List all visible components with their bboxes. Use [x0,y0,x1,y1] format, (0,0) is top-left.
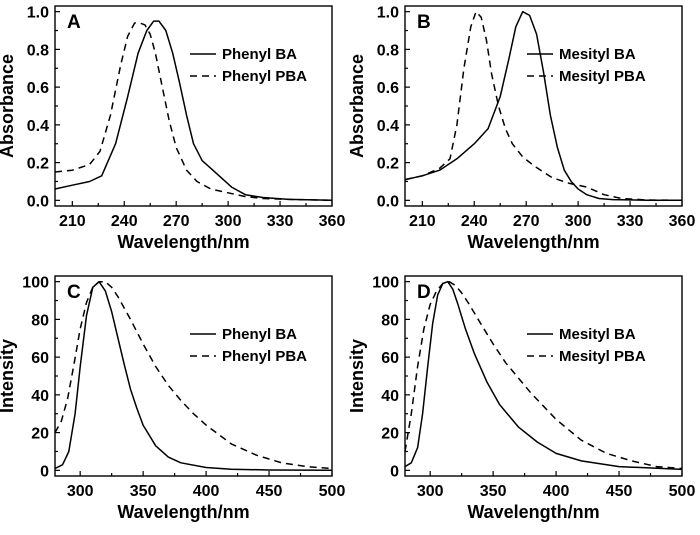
x-tick-label: 450 [606,483,633,500]
legend-label: Mesityl BA [559,46,636,63]
y-tick-label: 0.6 [377,80,399,97]
y-tick-label: 0.0 [377,193,399,210]
series-line-dashed [54,280,333,470]
y-tick-label: 0 [40,463,49,480]
panel-letter: C [67,282,81,303]
y-tick-label: 0.4 [27,118,49,135]
x-tick-label: 400 [543,483,570,500]
x-tick-label: 500 [669,483,696,500]
panel-letter: B [417,12,431,33]
x-tick-label: 270 [513,213,540,230]
y-tick-label: 1.0 [27,5,49,22]
y-tick-label: 60 [381,350,399,367]
y-tick-label: 0.2 [377,156,399,173]
x-axis-label: Wavelength/nm [117,502,249,522]
x-tick-label: 360 [319,213,346,230]
legend-label: Mesityl PBA [559,348,646,365]
series-line-dashed [404,280,683,470]
x-tick-label: 360 [669,213,696,230]
x-axis-label: Wavelength/nm [467,502,599,522]
legend-label: Mesityl PBA [559,68,646,85]
y-tick-label: 0.6 [27,80,49,97]
y-tick-label: 20 [381,426,399,443]
x-tick-label: 240 [111,213,138,230]
panel-b: 210 240 270 300 330 360 0.0 0.2 0.4 0.6 0.8 1.0 Wave… [347,5,695,252]
y-axis-label: Intensity [347,339,367,413]
panel-d: 300 350 400 450 500 0 20 40 60 80 100 Wavelength/nm… [347,275,695,522]
legend-label: Phenyl PBA [222,348,307,365]
y-tick-label: 20 [31,426,49,443]
x-tick-label: 300 [565,213,592,230]
x-tick-label: 300 [417,483,444,500]
y-tick-label: 0.0 [27,193,49,210]
x-tick-label: 270 [163,213,190,230]
series-line-solid [54,20,333,202]
y-tick-label: 40 [31,388,49,405]
x-tick-label: 300 [215,213,242,230]
x-tick-label: 240 [461,213,488,230]
series-line-dashed [54,22,333,202]
x-tick-label: 450 [256,483,283,500]
y-tick-label: 1.0 [377,5,399,22]
panel-letter: D [417,282,431,303]
x-tick-label: 400 [193,483,220,500]
legend-label: Phenyl PBA [222,68,307,85]
series-line-dashed [404,10,683,202]
x-tick-label: 500 [319,483,346,500]
y-tick-label: 0 [390,463,399,480]
x-axis-label: Wavelength/nm [467,232,599,252]
panel-c: 300 350 400 450 500 0 20 40 60 80 100 Wavelength/nm… [0,275,345,522]
plot-frame [54,5,333,207]
series-line-solid [54,280,333,472]
legend-label: Phenyl BA [222,46,297,63]
legend-label: Phenyl BA [222,326,297,343]
y-tick-label: 100 [22,275,49,292]
x-tick-label: 350 [130,483,157,500]
y-tick-label: 40 [381,388,399,405]
x-tick-label: 330 [617,213,644,230]
y-tick-label: 0.4 [377,118,399,135]
y-axis-label: Absorbance [0,54,17,158]
plot-frame [54,275,333,477]
legend-label: Mesityl BA [559,326,636,343]
x-tick-label: 300 [67,483,94,500]
panel-letter: A [67,12,81,33]
panel-a: 210 240 270 300 330 360 0.0 0.2 0.4 0.6 0.8 1.0 Wave… [0,5,345,252]
y-tick-label: 0.8 [27,42,49,59]
series-line-solid [404,10,683,202]
y-tick-label: 80 [381,312,399,329]
x-tick-label: 210 [59,213,86,230]
y-tick-label: 80 [31,312,49,329]
y-axis-label: Intensity [0,339,17,413]
series-line-solid [404,280,683,471]
y-tick-label: 60 [31,350,49,367]
x-tick-label: 210 [409,213,436,230]
y-tick-label: 0.2 [27,156,49,173]
y-tick-label: 0.8 [377,42,399,59]
x-axis-label: Wavelength/nm [117,232,249,252]
plot-frame [404,5,683,207]
x-tick-label: 350 [480,483,507,500]
y-tick-label: 100 [372,275,399,292]
x-tick-label: 330 [267,213,294,230]
y-axis-label: Absorbance [347,54,367,158]
